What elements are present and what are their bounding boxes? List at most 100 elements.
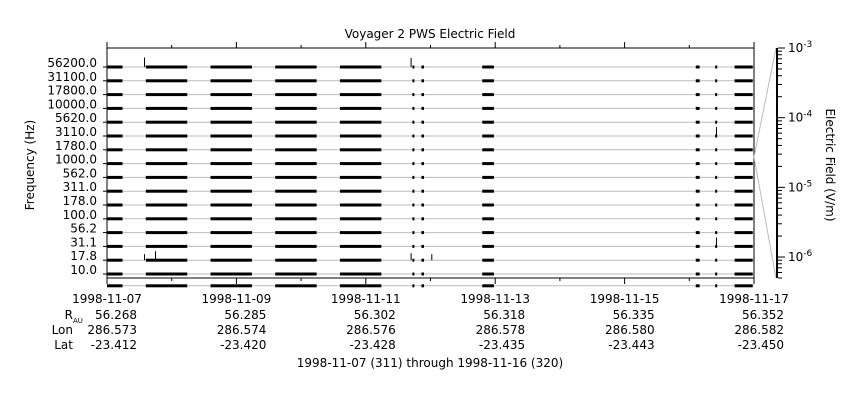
colorbar-axis bbox=[776, 48, 778, 278]
coverage-bar bbox=[145, 93, 188, 97]
coverage-bar bbox=[339, 217, 382, 221]
coverage-bar bbox=[695, 244, 700, 248]
coverage-bar bbox=[339, 162, 382, 166]
coverage-bar bbox=[734, 272, 753, 276]
ephemeris-value: 286.574 bbox=[217, 323, 267, 337]
colorbar-tick-label: 10-6 bbox=[788, 249, 813, 264]
coverage-bar bbox=[275, 272, 317, 276]
coverage-bar bbox=[695, 93, 700, 97]
coverage-bar bbox=[339, 189, 382, 193]
coverage-bar bbox=[734, 65, 753, 69]
coverage-bar bbox=[715, 231, 718, 235]
coverage-bar bbox=[107, 106, 123, 110]
coverage-bar bbox=[695, 231, 700, 235]
coverage-bar bbox=[210, 162, 252, 166]
coverage-bar bbox=[412, 258, 415, 262]
coverage-bar bbox=[145, 175, 188, 179]
coverage-bar bbox=[715, 258, 718, 262]
coverage-bar bbox=[107, 258, 123, 262]
coverage-bar bbox=[275, 120, 317, 124]
coverage-bar bbox=[145, 120, 188, 124]
date-range-caption: 1998-11-07 (311) through 1998-11-16 (320… bbox=[297, 356, 563, 370]
coverage-bar bbox=[482, 189, 494, 193]
chart-title: Voyager 2 PWS Electric Field bbox=[345, 27, 516, 41]
coverage-bar bbox=[210, 134, 252, 138]
ephemeris-value: -23.412 bbox=[91, 338, 137, 352]
coverage-bar bbox=[482, 244, 494, 248]
coverage-bar bbox=[734, 217, 753, 221]
coverage-bar bbox=[412, 148, 415, 152]
coverage-bar bbox=[210, 284, 252, 288]
ephemeris-value: 286.573 bbox=[87, 323, 137, 337]
coverage-bar bbox=[715, 79, 718, 83]
coverage-bar bbox=[339, 148, 382, 152]
y-ticks: 56200.031100.017800.010000.05620.03110.0… bbox=[47, 56, 107, 277]
x-tick-label: 1998-11-07 bbox=[72, 292, 142, 306]
coverage-bar bbox=[107, 162, 123, 166]
coverage-bar bbox=[339, 258, 382, 262]
ephemeris-value: 286.578 bbox=[476, 323, 526, 337]
colorbar-label: Electric Field (V/m) bbox=[823, 108, 837, 221]
ephemeris-value: -23.428 bbox=[349, 338, 395, 352]
coverage-bar bbox=[695, 272, 700, 276]
coverage-bar bbox=[107, 217, 123, 221]
coverage-bar bbox=[695, 134, 700, 138]
y-tick-label: 17.8 bbox=[70, 249, 97, 263]
coverage-bar bbox=[275, 162, 317, 166]
ephemeris-value: 286.582 bbox=[734, 323, 784, 337]
x-tick-label: 1998-11-09 bbox=[202, 292, 272, 306]
ephemeris-value: 56.302 bbox=[354, 308, 396, 322]
coverage-bar bbox=[482, 258, 494, 262]
coverage-bar bbox=[210, 244, 252, 248]
coverage-bar bbox=[715, 65, 718, 69]
coverage-bar bbox=[107, 189, 123, 193]
coverage-bar bbox=[107, 231, 123, 235]
coverage-bar bbox=[715, 148, 718, 152]
coverage-bar bbox=[482, 106, 494, 110]
x-tick-label: 1998-11-17 bbox=[719, 292, 789, 306]
coverage-bar bbox=[421, 244, 425, 248]
coverage-bar bbox=[339, 106, 382, 110]
coverage-bar bbox=[734, 106, 753, 110]
coverage-bar bbox=[107, 175, 123, 179]
coverage-bar bbox=[275, 244, 317, 248]
coverage-bar bbox=[421, 217, 425, 221]
coverage-bar bbox=[695, 106, 700, 110]
coverage-bar bbox=[482, 148, 494, 152]
coverage-bar bbox=[412, 284, 415, 288]
coverage-bar bbox=[695, 162, 700, 166]
y-tick-label: 100.0 bbox=[63, 208, 97, 222]
coverage-bar bbox=[715, 189, 718, 193]
colorbar-connector-bottom bbox=[753, 156, 777, 279]
y-tick-label: 178.0 bbox=[63, 194, 97, 208]
coverage-bar bbox=[734, 175, 753, 179]
coverage-bar bbox=[107, 203, 123, 207]
y-tick-label: 10.0 bbox=[70, 263, 97, 277]
coverage-bar bbox=[421, 65, 425, 69]
coverage-bar bbox=[275, 284, 317, 288]
coverage-bar bbox=[145, 65, 188, 69]
coverage-bar bbox=[412, 120, 415, 124]
coverage-bar bbox=[715, 284, 718, 288]
coverage-bar bbox=[145, 189, 188, 193]
ephemeris-value: 286.576 bbox=[346, 323, 396, 337]
coverage-bar bbox=[107, 148, 123, 152]
ephemeris-value: 286.580 bbox=[605, 323, 655, 337]
coverage-bar bbox=[210, 65, 252, 69]
coverage-bar bbox=[482, 203, 494, 207]
y-tick-label: 562.0 bbox=[63, 166, 97, 180]
coverage-bar bbox=[412, 175, 415, 179]
coverage-bar bbox=[695, 148, 700, 152]
coverage-bar bbox=[210, 217, 252, 221]
coverage-bar bbox=[145, 244, 188, 248]
coverage-bar bbox=[339, 79, 382, 83]
coverage-bar bbox=[275, 203, 317, 207]
colorbar-ticks: 10-3 10-4 10-5 10-6 bbox=[778, 40, 813, 279]
coverage-bar bbox=[734, 189, 753, 193]
coverage-bar bbox=[482, 134, 494, 138]
x-tick-label: 1998-11-11 bbox=[331, 292, 401, 306]
coverage-bar bbox=[421, 79, 425, 83]
ephemeris-value: -23.420 bbox=[220, 338, 266, 352]
coverage-bar bbox=[412, 162, 415, 166]
coverage-bar bbox=[275, 65, 317, 69]
